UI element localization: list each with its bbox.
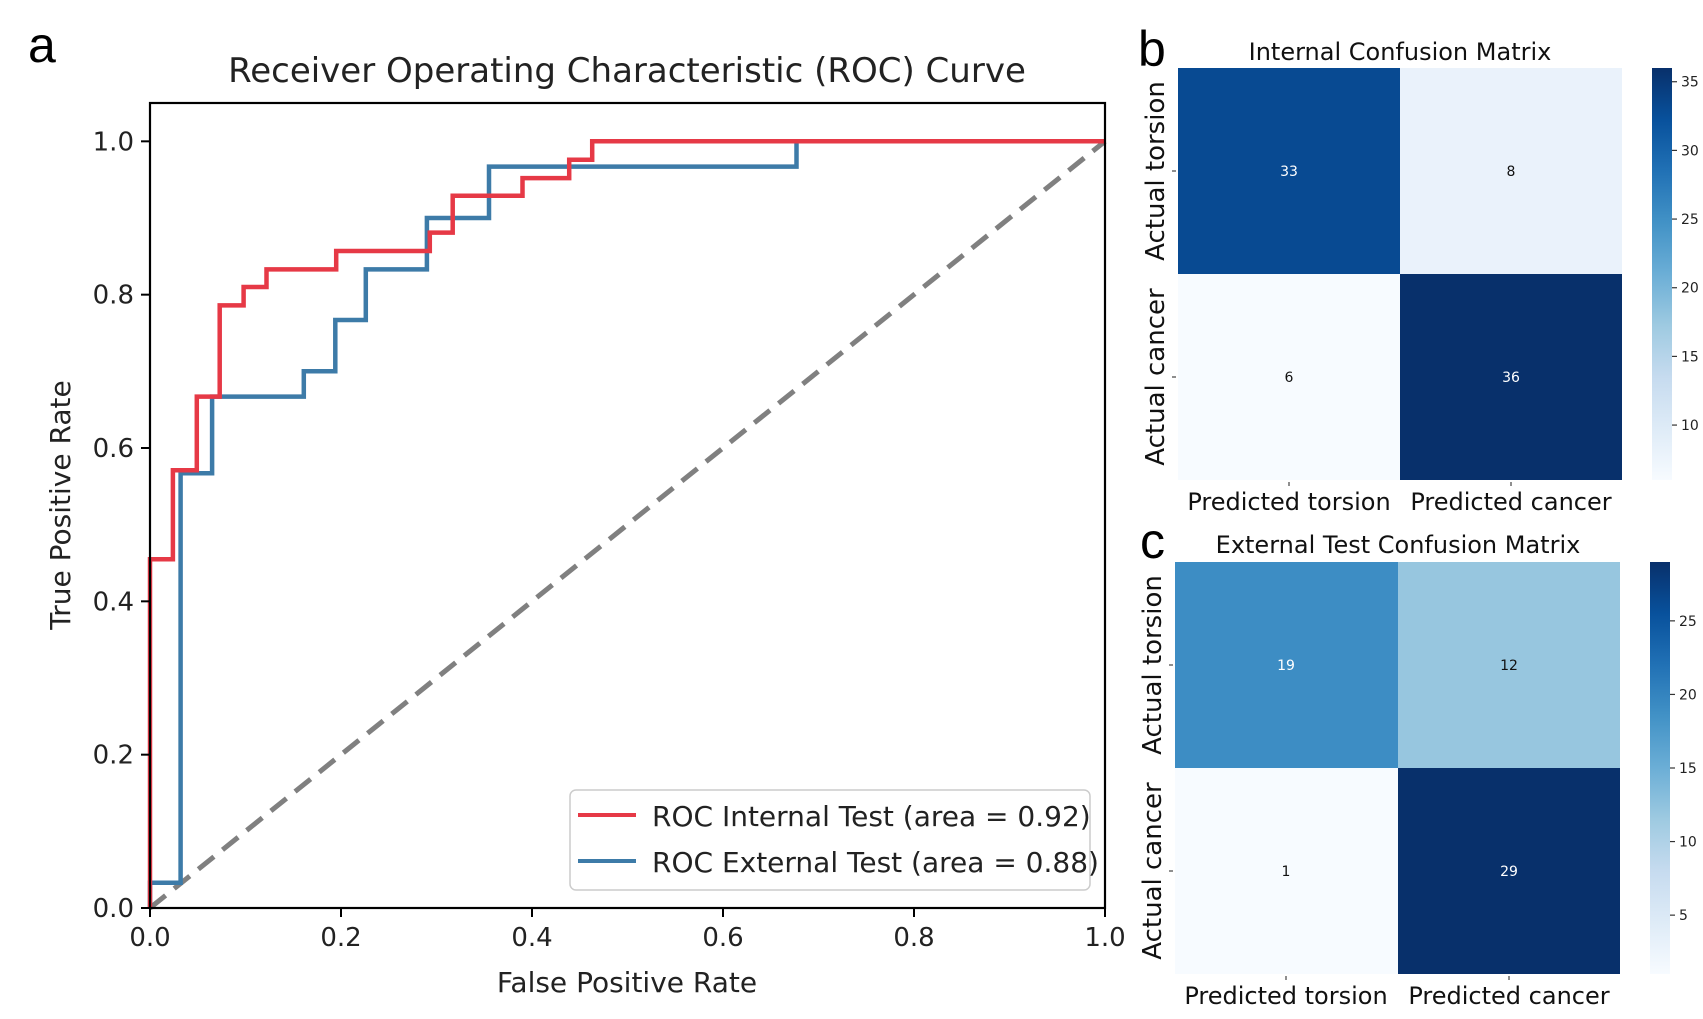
colorbar-tick-label: 35 [1681,75,1699,91]
external-cm-cell-0-1 [1398,562,1620,768]
panel-letter-a: a [28,17,56,73]
external-cm-value-1-0: 1 [1282,864,1291,880]
roc-external-line [147,139,1105,908]
roc-legend: ROC Internal Test (area = 0.92) ROC Exte… [569,789,1099,891]
colorbar-tick-label: 15 [1681,349,1699,365]
external-cm-colorbar [1650,562,1670,974]
roc-y-tick-label: 0.4 [93,587,134,617]
external-cm-value-0-1: 12 [1500,658,1518,674]
colorbar-tick-label: 15 [1679,761,1697,777]
external-cm-value-1-1: 29 [1500,864,1518,880]
internal-cm-cell-1-1 [1400,274,1622,480]
internal-cm-cell-0-1 [1400,68,1622,274]
roc-y-tick-label: 1.0 [93,127,134,157]
internal-cm-value-1-1: 36 [1502,370,1520,386]
internal-cm-row-label: Actual cancer [1141,288,1171,466]
external-cm-cell-1-0 [1175,768,1398,974]
internal-cm-cell-0-0 [1178,68,1400,274]
roc-x-tick-label: 1.0 [1084,923,1125,953]
external-cm-colorbar-ticks: 5 10 15 20 25 [1670,614,1697,924]
colorbar-tick-label: 10 [1679,835,1697,851]
internal-cm-col-label: Predicted cancer [1410,488,1611,516]
external-cm-cell-0-0 [1175,562,1398,768]
roc-legend-box [569,789,1091,891]
external-cm-value-0-0: 19 [1277,658,1295,674]
internal-cm-value-0-1: 8 [1507,164,1516,180]
colorbar-tick-label: 30 [1681,143,1699,159]
roc-plot-area: 0.0 0.2 0.4 0.6 0.8 1.0 0.0 0.2 0.4 0.6 0.8 1.0 [93,101,1126,953]
external-cm-col-label: Predicted cancer [1408,982,1609,1010]
internal-cm-colorbar [1652,68,1672,480]
roc-axes-frame [148,101,1107,910]
roc-chance-line [148,139,1107,910]
external-cm-col-label: Predicted torsion [1184,982,1387,1010]
roc-x-tick-label: 0.4 [511,923,552,953]
external-cm-title: External Test Confusion Matrix [1216,531,1581,559]
internal-cm-colorbar-ticks: 10 15 20 25 30 35 [1672,75,1699,434]
roc-y-tick-label: 0.2 [93,741,134,771]
colorbar-tick-label: 25 [1679,614,1697,630]
internal-cm-panel: b Internal Confusion Matrix 33 8 6 36 Ac… [1138,21,1699,516]
roc-title: Receiver Operating Characteristic (ROC) … [228,51,1026,91]
internal-cm-title: Internal Confusion Matrix [1249,38,1552,66]
internal-cm-row-label: Actual torsion [1141,81,1171,261]
roc-y-tick-label: 0.6 [93,434,134,464]
roc-x-tick-label: 0.0 [129,923,170,953]
roc-x-axis-label: False Positive Rate [497,966,757,999]
roc-y-tick-label: 0.0 [93,894,134,924]
external-cm-panel: c External Test Confusion Matrix 19 12 1… [1138,513,1697,1010]
colorbar-tick-label: 20 [1681,281,1699,297]
external-cm-cell-1-1 [1398,768,1620,974]
panel-letter-c: c [1140,513,1165,569]
internal-cm-col-label: Predicted torsion [1187,488,1390,516]
roc-x-tick-label: 0.8 [893,923,934,953]
colorbar-tick-label: 25 [1681,212,1699,228]
roc-y-tick-label: 0.8 [93,281,134,311]
colorbar-tick-label: 10 [1681,418,1699,434]
roc-panel: a Receiver Operating Characteristic (ROC… [28,17,1126,999]
roc-legend-label-external: ROC External Test (area = 0.88) [652,846,1099,879]
colorbar-tick-label: 5 [1679,908,1688,924]
roc-x-tick-label: 0.2 [320,923,361,953]
external-cm-row-label: Actual cancer [1138,782,1168,960]
external-cm-row-label: Actual torsion [1138,575,1168,755]
roc-x-tick-label: 0.6 [702,923,743,953]
internal-cm-cell-1-0 [1178,274,1400,480]
panel-letter-b: b [1138,21,1166,77]
roc-internal-line [147,139,1105,908]
colorbar-tick-label: 20 [1679,687,1697,703]
internal-cm-value-0-0: 33 [1280,164,1298,180]
internal-cm-value-1-0: 6 [1285,370,1294,386]
roc-y-axis-label: True Positive Rate [44,380,77,630]
roc-legend-label-internal: ROC Internal Test (area = 0.92) [652,800,1091,833]
